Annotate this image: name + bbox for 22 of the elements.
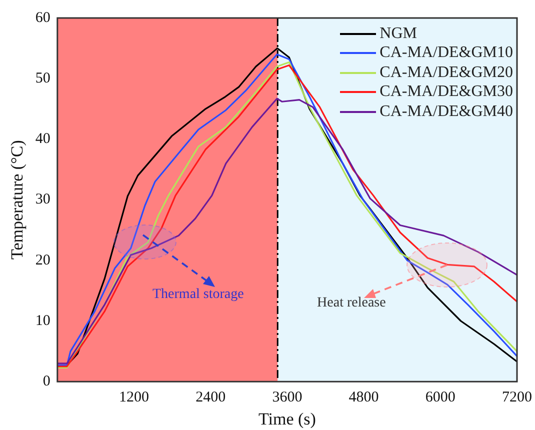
legend-label: CA-MA/DE&GM40 (380, 102, 513, 121)
y-tick-label: 30 (35, 192, 50, 208)
y-tick-label: 20 (35, 252, 50, 268)
y-tick-label: 40 (35, 131, 50, 148)
legend-label: CA-MA/DE&GM10 (380, 44, 513, 62)
legend-label: NGM (380, 24, 417, 43)
annotation: Heat release (317, 295, 386, 310)
y-axis-title: Temperature (°C) (8, 140, 27, 260)
x-tick-label: 2400 (196, 390, 226, 406)
y-tick-label: 50 (35, 70, 50, 87)
y-tick-label: 0 (42, 374, 50, 390)
legend-label: CA-MA/DE&GM20 (380, 64, 513, 82)
x-axis-title: Time (s) (258, 409, 316, 428)
annotation: Thermal storage (152, 286, 244, 302)
y-tick-label: 60 (35, 10, 50, 26)
x-tick-label: 6000 (425, 390, 456, 406)
legend-label: CA-MA/DE&GM30 (380, 83, 513, 102)
x-tick-label: 3600 (272, 390, 302, 406)
y-tick-label: 10 (35, 312, 50, 329)
x-tick-label: 4800 (348, 390, 379, 406)
x-tick-label: 1200 (119, 390, 149, 406)
x-tick-label: 7200 (502, 390, 532, 406)
